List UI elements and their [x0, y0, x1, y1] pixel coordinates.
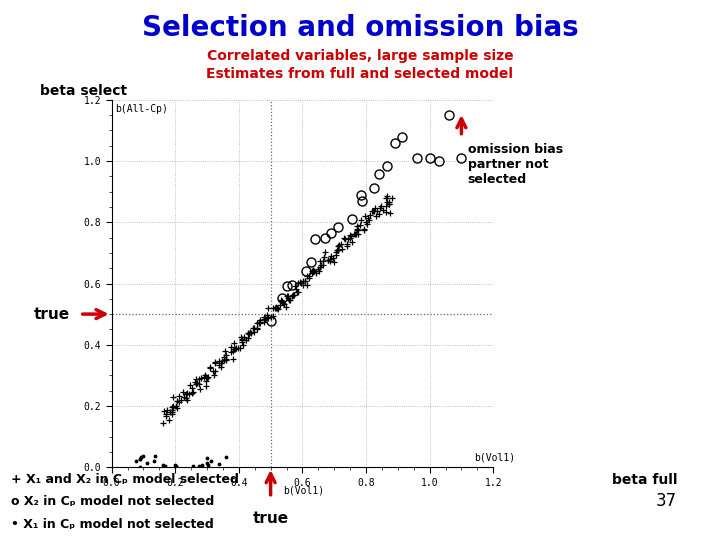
- Text: omission bias
partner not
selected: omission bias partner not selected: [468, 143, 563, 186]
- Text: 37: 37: [655, 492, 677, 510]
- Text: Correlated variables, large sample size: Correlated variables, large sample size: [207, 49, 513, 63]
- Text: Estimates from full and selected model: Estimates from full and selected model: [207, 68, 513, 82]
- Text: + X₁ and X₂ in Cₚ model selected: + X₁ and X₂ in Cₚ model selected: [11, 472, 238, 485]
- Text: true: true: [253, 511, 289, 526]
- Text: beta select: beta select: [40, 84, 127, 98]
- Text: beta full: beta full: [612, 472, 677, 487]
- Text: Selection and omission bias: Selection and omission bias: [142, 14, 578, 42]
- Text: true: true: [34, 307, 71, 322]
- Text: b(All-Cp): b(All-Cp): [114, 104, 168, 114]
- Text: o X₂ in Cₚ model not selected: o X₂ in Cₚ model not selected: [11, 495, 214, 508]
- Text: • X₁ in Cₚ model not selected: • X₁ in Cₚ model not selected: [11, 518, 214, 531]
- Text: b(Vol1): b(Vol1): [474, 453, 516, 462]
- Text: b(Vol1): b(Vol1): [284, 485, 325, 495]
